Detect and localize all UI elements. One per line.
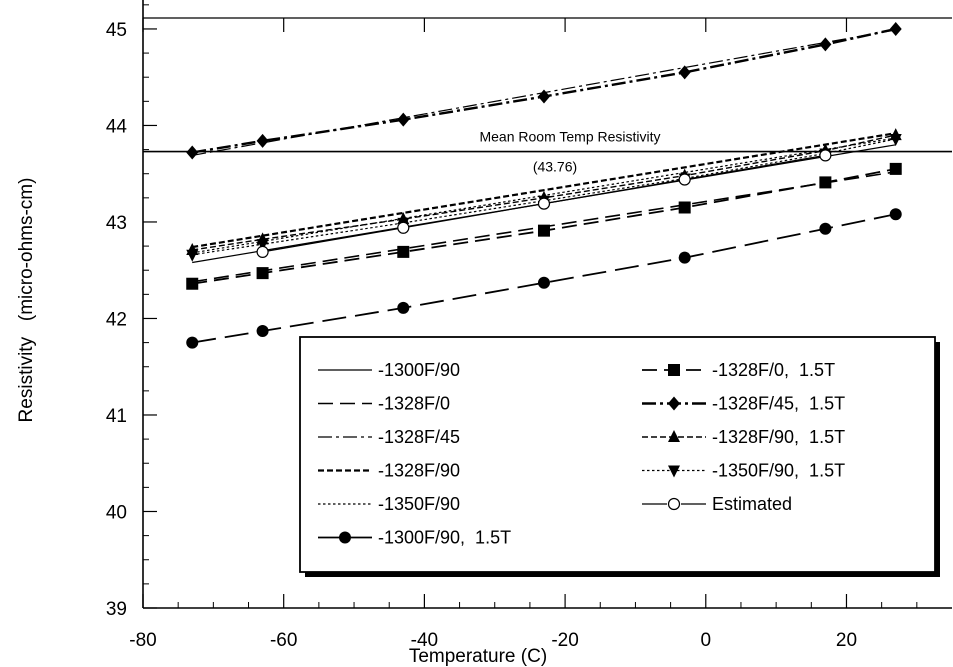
reference-line-group: Mean Room Temp Resistivity (43.76) <box>143 129 952 175</box>
y-tick-label: 42 <box>106 309 127 330</box>
legend-label: -1350F/90, 1.5T <box>712 461 845 481</box>
data-point-marker <box>889 133 902 146</box>
y-tick-label: 43 <box>106 213 127 234</box>
legend-label: -1328F/45, 1.5T <box>712 394 845 414</box>
legend-label: -1328F/90, 1.5T <box>712 427 845 447</box>
series-group <box>192 27 896 344</box>
data-point-marker <box>678 201 691 214</box>
data-point-marker <box>256 239 269 252</box>
y-tick-label: 45 <box>106 20 127 41</box>
data-point-marker <box>256 245 269 258</box>
legend: -1300F/90 -1328F/0 -1328F/45 -1328F/90 -1350… <box>299 336 940 577</box>
y-tick-label: 44 <box>106 116 128 137</box>
data-point-marker <box>678 251 691 264</box>
x-tick-label: -80 <box>129 630 156 651</box>
legend-marker <box>668 465 680 478</box>
data-point-marker <box>397 301 410 314</box>
data-point-marker <box>678 65 691 80</box>
legend-label: -1328F/0, 1.5T <box>712 360 835 380</box>
y-tick-label: 41 <box>106 406 127 427</box>
legend-label: -1300F/90, 1.5T <box>378 528 511 548</box>
legend-marker <box>668 396 680 411</box>
data-point-marker <box>819 176 832 189</box>
data-point-marker <box>819 37 832 52</box>
data-point-marker <box>397 221 410 234</box>
data-point-marker <box>186 277 199 290</box>
data-point-marker <box>819 149 832 162</box>
legend-label: -1300F/90 <box>378 360 460 380</box>
mean-room-temp-value: (43.76) <box>533 159 577 175</box>
legend-label: -1328F/90 <box>378 461 460 481</box>
legend-label: -1350F/90 <box>378 494 460 514</box>
legend-marker <box>668 364 680 376</box>
legend-label: Estimated <box>712 494 792 514</box>
x-axis-title: Temperature (C) <box>409 646 547 667</box>
x-tick-label: -40 <box>411 630 438 651</box>
y-tick-label: 40 <box>106 502 127 523</box>
x-tick-label: -20 <box>551 630 578 651</box>
data-point-marker <box>186 145 199 160</box>
legend-label: -1328F/45 <box>378 427 460 447</box>
data-point-marker <box>397 245 410 258</box>
series-line <box>192 132 896 249</box>
data-point-marker <box>256 325 269 338</box>
data-point-marker <box>397 112 410 127</box>
data-point-marker <box>256 267 269 280</box>
data-point-marker <box>186 249 199 262</box>
markers-group <box>186 21 902 349</box>
data-point-marker <box>537 89 550 104</box>
axes: -80 -60 -40 -20 0 20 39 40 41 42 43 44 45 Temperature… <box>16 0 952 667</box>
data-point-marker <box>889 208 902 221</box>
legend-marker <box>667 497 681 511</box>
x-tick-label: -60 <box>270 630 297 651</box>
data-point-marker <box>819 222 832 235</box>
legend-box <box>299 336 936 573</box>
data-point-marker <box>678 173 691 186</box>
x-tick-label: 0 <box>700 630 711 651</box>
data-point-marker <box>889 162 902 175</box>
x-tick-label: 20 <box>836 630 857 651</box>
y-axis-title: Resistivity (micro-ohms-cm) <box>16 178 37 423</box>
legend-marker <box>339 531 351 544</box>
data-point-marker <box>186 336 199 349</box>
data-point-marker <box>889 21 902 36</box>
data-point-marker <box>537 224 550 237</box>
data-point-marker <box>537 197 551 210</box>
y-tick-label: 39 <box>106 599 127 620</box>
data-point-marker <box>537 276 550 289</box>
data-point-marker <box>256 133 269 148</box>
legend-marker <box>668 430 680 442</box>
legend-label: -1328F/0 <box>378 394 450 414</box>
mean-room-temp-label: Mean Room Temp Resistivity <box>479 129 660 145</box>
